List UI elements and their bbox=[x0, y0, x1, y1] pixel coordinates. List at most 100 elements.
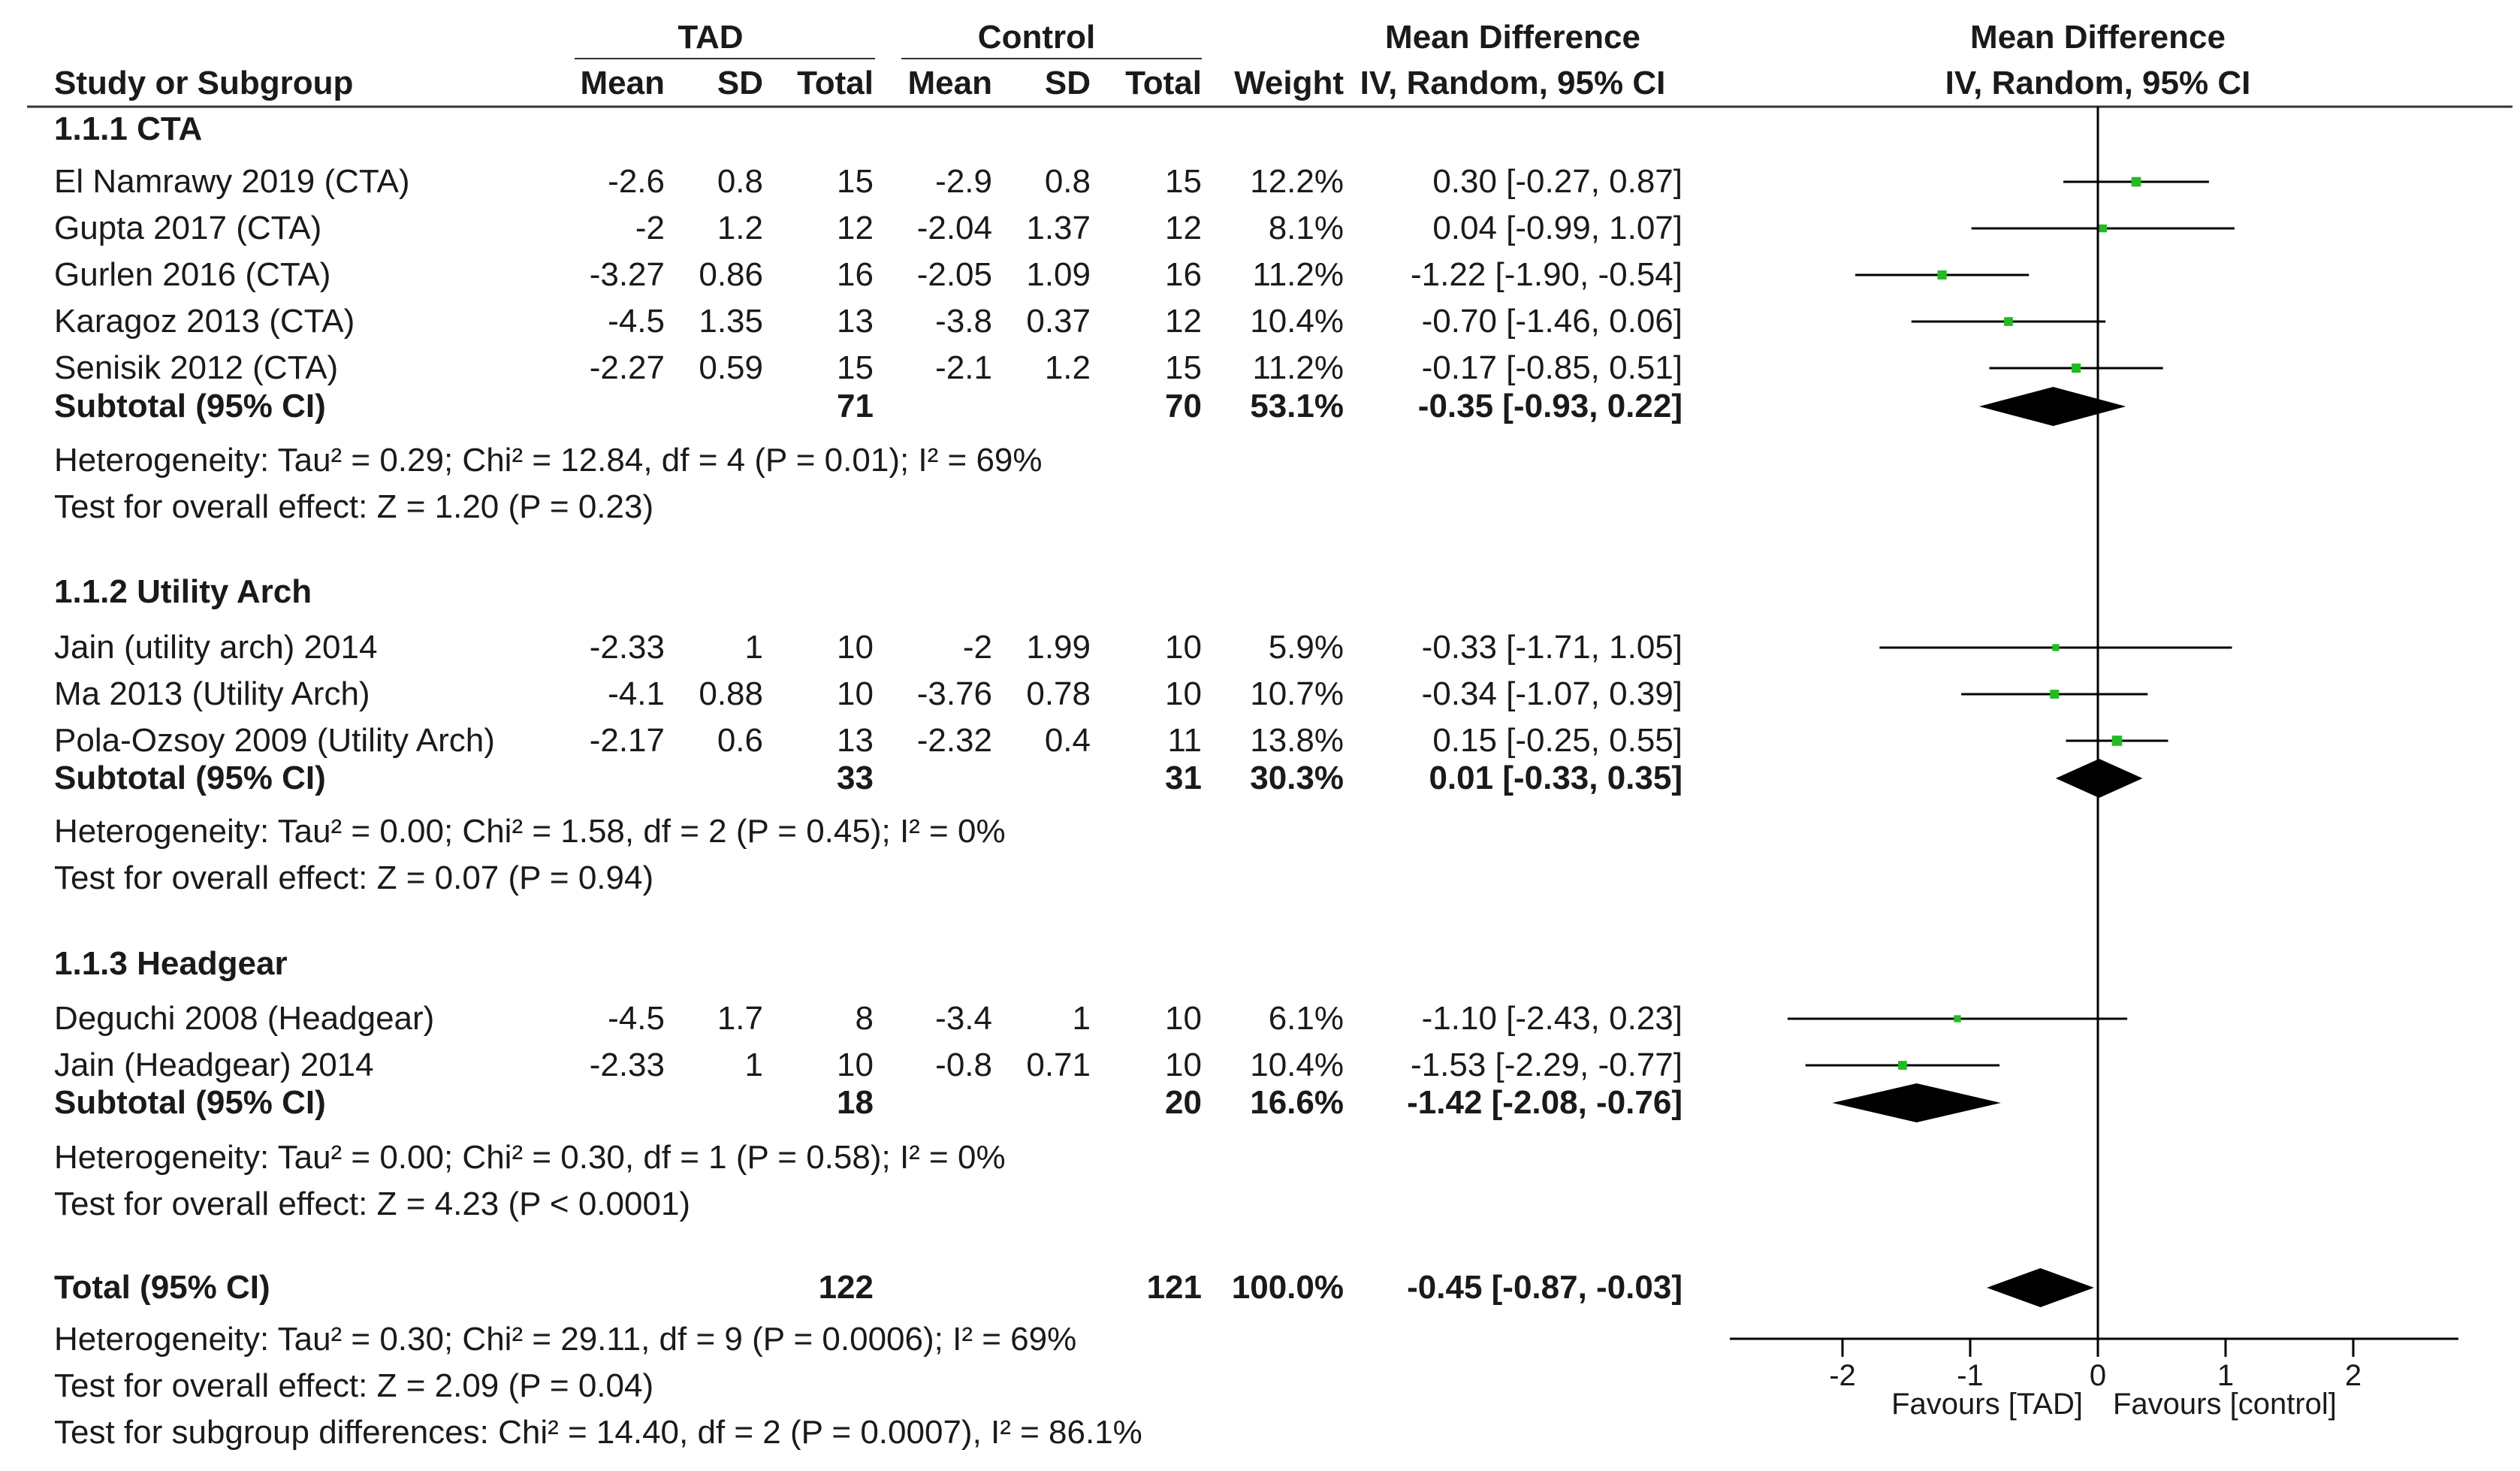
table-row: Deguchi 2008 (Headgear) -4.5 1.7 8 -3.4 1 10 6.… bbox=[54, 1000, 1683, 1037]
study-weight: 6.1% bbox=[1269, 1000, 1344, 1037]
subtotal-tad-total: 33 bbox=[837, 760, 874, 796]
study-ci: 0.04 [-0.99, 1.07] bbox=[1432, 210, 1683, 246]
study-name: Senisik 2012 (CTA) bbox=[54, 349, 338, 386]
total-ci: -0.45 [-0.87, -0.03] bbox=[1407, 1269, 1683, 1306]
tad-sd: 1.35 bbox=[699, 303, 763, 340]
tad-total: 10 bbox=[837, 675, 874, 712]
header-md-title: Mean Difference bbox=[1385, 19, 1640, 56]
study-name: Deguchi 2008 (Headgear) bbox=[54, 1000, 434, 1037]
subtotal-row: Subtotal (95% CI) 33 31 30.3% 0.01 [-0.33, 0… bbox=[54, 760, 1683, 796]
control-sd: 1.37 bbox=[1026, 210, 1091, 246]
x-axis-tick-label: 0 bbox=[2090, 1359, 2106, 1392]
subgroup-title: 1.1.3 Headgear bbox=[54, 945, 288, 982]
tad-total: 8 bbox=[856, 1000, 874, 1037]
study-ci: -1.22 [-1.90, -0.54] bbox=[1411, 256, 1683, 293]
control-mean: -3.8 bbox=[935, 303, 992, 340]
control-sd: 0.78 bbox=[1026, 675, 1091, 712]
study-ci: 0.15 [-0.25, 0.55] bbox=[1432, 722, 1683, 759]
control-total: 10 bbox=[1165, 1047, 1202, 1083]
study-point-marker bbox=[2052, 644, 2060, 651]
study-weight: 10.4% bbox=[1250, 303, 1344, 340]
tad-mean: -2.17 bbox=[590, 722, 665, 759]
study-ci: -1.10 [-2.43, 0.23] bbox=[1422, 1000, 1683, 1037]
control-mean: -2 bbox=[963, 629, 992, 666]
tad-sd: 0.59 bbox=[699, 349, 763, 386]
study-name: Karagoz 2013 (CTA) bbox=[54, 303, 355, 340]
subgroup-title: 1.1.1 CTA bbox=[54, 110, 202, 147]
tad-total: 15 bbox=[837, 349, 874, 386]
control-total: 16 bbox=[1165, 256, 1202, 293]
tad-sd: 0.6 bbox=[717, 722, 763, 759]
tad-sd: 1 bbox=[745, 1047, 763, 1083]
table-row: Jain (utility arch) 2014 -2.33 1 10 -2 1.99 10… bbox=[54, 629, 1683, 666]
control-total: 12 bbox=[1165, 210, 1202, 246]
subtotal-weight: 53.1% bbox=[1250, 388, 1344, 424]
table-row: Gurlen 2016 (CTA) -3.27 0.86 16 -2.05 1.09 16 1… bbox=[54, 256, 1683, 293]
tad-total: 16 bbox=[837, 256, 874, 293]
study-weight: 10.7% bbox=[1250, 675, 1344, 712]
forest-plot-area: -2 -1 0 1 2 Favours [TAD] Favours [control] bbox=[1730, 107, 2458, 1421]
header-study: Study or Subgroup bbox=[54, 65, 353, 101]
tad-sd: 0.86 bbox=[699, 256, 763, 293]
header-tad-sd: SD bbox=[717, 65, 763, 101]
subtotal-control-total: 20 bbox=[1165, 1084, 1202, 1121]
header-tad-total: Total bbox=[797, 65, 874, 101]
tad-mean: -3.27 bbox=[590, 256, 665, 293]
total-weight: 100.0% bbox=[1232, 1269, 1344, 1306]
control-mean: -0.8 bbox=[935, 1047, 992, 1083]
control-total: 15 bbox=[1165, 349, 1202, 386]
control-mean: -2.9 bbox=[935, 163, 992, 200]
header-group-tad: TAD bbox=[678, 19, 743, 56]
control-sd: 0.4 bbox=[1045, 722, 1091, 759]
table-row: Jain (Headgear) 2014 -2.33 1 10 -0.8 0.71 10 10… bbox=[54, 1047, 1683, 1083]
control-mean: -2.05 bbox=[917, 256, 992, 293]
study-point-marker bbox=[1937, 270, 1947, 280]
favours-right-label: Favours [control] bbox=[2113, 1388, 2337, 1421]
control-sd: 0.71 bbox=[1026, 1047, 1091, 1083]
favours-left-label: Favours [TAD] bbox=[1891, 1388, 2083, 1421]
tad-total: 15 bbox=[837, 163, 874, 200]
total-diamond bbox=[1987, 1268, 2094, 1307]
control-sd: 0.8 bbox=[1045, 163, 1091, 200]
tad-mean: -4.5 bbox=[608, 303, 665, 340]
header-ctl-sd: SD bbox=[1045, 65, 1091, 101]
subtotal-label: Subtotal (95% CI) bbox=[54, 1084, 326, 1121]
x-axis-tick-label: -2 bbox=[1829, 1359, 1856, 1392]
tad-total: 13 bbox=[837, 722, 874, 759]
subtotal-ci: -1.42 [-2.08, -0.76] bbox=[1407, 1084, 1683, 1121]
study-name: El Namrawy 2019 (CTA) bbox=[54, 163, 410, 200]
tad-mean: -4.5 bbox=[608, 1000, 665, 1037]
control-total: 12 bbox=[1165, 303, 1202, 340]
overall-effect-text: Test for overall effect: Z = 0.07 (P = 0… bbox=[54, 859, 653, 896]
tad-total: 10 bbox=[837, 1047, 874, 1083]
header-md-method: IV, Random, 95% CI bbox=[1360, 65, 1666, 101]
control-mean: -3.76 bbox=[917, 675, 992, 712]
subtotal-control-total: 70 bbox=[1165, 388, 1202, 424]
overall-effect-text: Test for overall effect: Z = 4.23 (P < 0… bbox=[54, 1186, 690, 1222]
study-ci: -1.53 [-2.29, -0.77] bbox=[1411, 1047, 1683, 1083]
study-weight: 11.2% bbox=[1253, 256, 1345, 293]
tad-mean: -2.6 bbox=[608, 163, 665, 200]
tad-mean: -2.27 bbox=[590, 349, 665, 386]
study-name: Jain (utility arch) 2014 bbox=[54, 629, 377, 666]
subtotal-diamond bbox=[1978, 387, 2126, 426]
subtotal-row: Subtotal (95% CI) 71 70 53.1% -0.35 [-0.93, … bbox=[54, 388, 1683, 424]
study-weight: 8.1% bbox=[1269, 210, 1344, 246]
study-point-marker bbox=[2099, 224, 2108, 233]
subtotal-control-total: 31 bbox=[1165, 760, 1202, 796]
control-mean: -2.32 bbox=[917, 722, 992, 759]
header-tad-mean: Mean bbox=[581, 65, 665, 101]
total-overall-effect-text: Test for overall effect: Z = 2.09 (P = 0… bbox=[54, 1367, 653, 1404]
tad-mean: -2.33 bbox=[590, 629, 665, 666]
control-total: 10 bbox=[1165, 629, 1202, 666]
control-mean: -3.4 bbox=[935, 1000, 992, 1037]
study-point-marker bbox=[2111, 736, 2123, 746]
study-name: Ma 2013 (Utility Arch) bbox=[54, 675, 370, 712]
control-sd: 1 bbox=[1073, 1000, 1091, 1037]
x-axis-tick-label: -1 bbox=[1957, 1359, 1984, 1392]
total-label: Total (95% CI) bbox=[54, 1269, 270, 1306]
tad-sd: 0.8 bbox=[717, 163, 763, 200]
study-ci: -0.70 [-1.46, 0.06] bbox=[1422, 303, 1683, 340]
header-weight: Weight bbox=[1234, 65, 1344, 101]
